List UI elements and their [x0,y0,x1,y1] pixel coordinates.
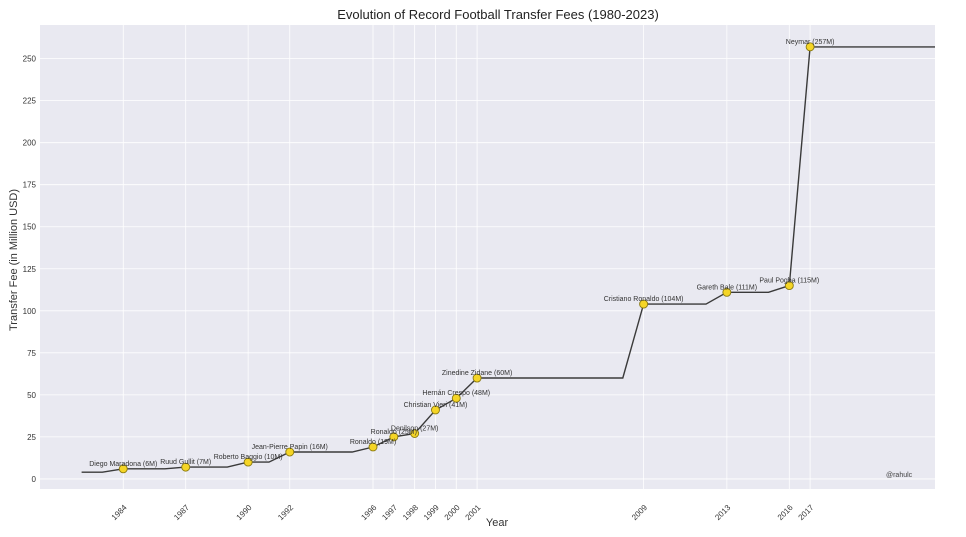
record-annotations: Diego Maradona (6M) Ruud Gullit (7M)Rober… [89,39,834,468]
x-tick-label: 1992 [276,503,295,522]
record-label: Jean-Pierre Papin (16M) [252,444,328,451]
record-marker [472,373,482,383]
record-marker [805,42,815,52]
y-axis-ticks: 0 25 50 75 100 125 150 175 200 225 250 [23,55,37,484]
chart-title: Evolution of Record Football Transfer Fe… [337,7,659,22]
y-tick-label: 75 [27,349,36,358]
x-tick-label: 2009 [630,503,649,522]
y-tick-label: 25 [27,433,36,442]
record-marker [451,393,461,403]
record-label: Diego Maradona (6M) [89,461,157,468]
record-marker [368,442,378,452]
x-tick-label: 2013 [713,503,732,522]
record-label: Cristiano Ronaldo (104M) [604,296,684,303]
y-tick-label: 175 [23,181,37,190]
record-label: Paul Pogba (115M) [759,278,819,285]
x-axis-ticks: 1984 1987 1990 1992 1996 1997 1998 1999 2000 2001… [110,503,816,522]
y-tick-label: 100 [23,307,37,316]
record-marker [118,464,128,474]
record-marker [410,429,420,438]
x-tick-label: 2017 [797,503,816,522]
x-tick-label: 2000 [443,503,462,522]
record-label: Neymar (257M) [786,39,835,46]
x-axis-label: Year [486,517,509,529]
record-markers [118,42,815,474]
y-tick-label: 125 [23,265,37,274]
record-marker [389,432,399,442]
record-marker [431,405,440,415]
record-label: Denilson (27M) [391,426,438,433]
x-tick-label: 1990 [235,503,254,522]
record-label: Zinedine Zidane (60M) [442,370,512,377]
record-label: Gareth Bale (111M) [697,284,757,291]
record-label: Ruud Gullit (7M) [160,459,211,466]
record-label: Hernán Crespo (48M) [422,390,490,397]
x-tick-label: 1998 [401,503,420,522]
x-tick-label: 1987 [172,503,191,522]
y-axis-label: Transfer Fee (in Million USD) [8,189,20,331]
record-label: Ronaldo (25M) [371,429,417,436]
record-marker [639,299,649,309]
record-marker [784,281,794,291]
y-tick-label: 250 [23,55,37,64]
record-label: Ronaldo (19M) [350,439,396,446]
plot-area [40,25,935,489]
x-tick-label: 1997 [380,503,399,522]
record-label: Christian Vieri (41M) [404,402,468,409]
y-tick-label: 200 [23,139,37,148]
transfer-fee-line [81,46,935,473]
y-tick-label: 50 [27,391,36,400]
x-tick-label: 2001 [464,503,483,522]
y-tick-label: 150 [23,223,37,232]
y-tick-label: 225 [23,97,37,106]
record-marker [243,457,253,467]
record-marker [181,462,191,472]
x-tick-label: 1996 [359,503,378,522]
x-tick-label: 2016 [776,503,795,522]
x-tick-label: 1984 [110,503,129,522]
x-tick-label: 1999 [422,503,441,522]
record-marker [722,287,732,297]
y-tick-label: 0 [32,475,37,484]
credit-text: @rahulc [886,472,913,479]
record-label: Roberto Baggio (10M) [214,454,283,461]
grid-lines [40,25,935,489]
record-marker [285,447,295,457]
